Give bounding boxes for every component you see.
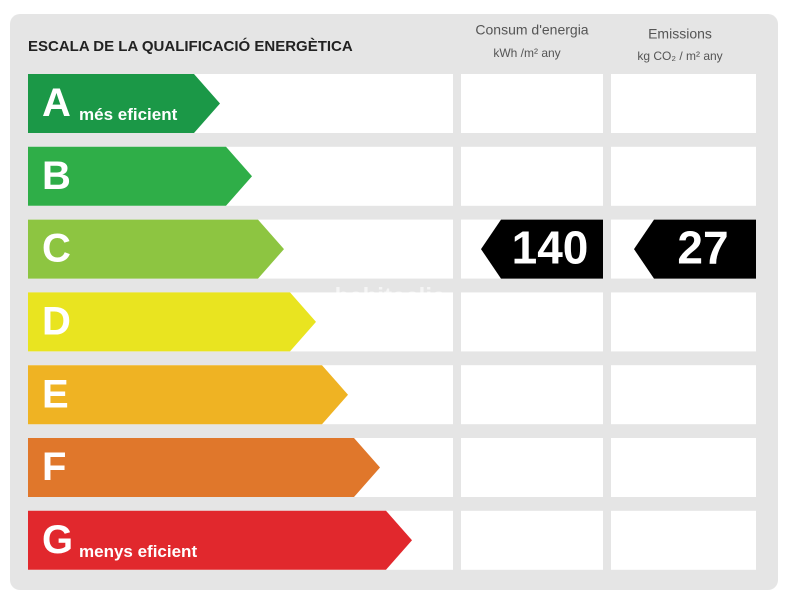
class-letter: F (42, 445, 66, 489)
column-title: Emissions (648, 26, 712, 42)
cell-bg (461, 74, 603, 133)
value-badge (634, 219, 756, 279)
class-arrow (28, 292, 316, 352)
cell-bg (611, 365, 756, 425)
class-label: menys eficient (79, 542, 197, 561)
class-arrow (28, 510, 412, 570)
column-unit: kg CO₂ / m² any (637, 49, 722, 63)
class-label: més eficient (79, 105, 178, 124)
class-arrow (28, 74, 220, 133)
value-text: 140 (512, 221, 589, 273)
class-arrow (28, 146, 252, 206)
cell-bg (461, 146, 603, 206)
class-letter: G (42, 518, 73, 562)
class-letter: E (42, 372, 69, 416)
class-letter: B (42, 154, 71, 198)
cell-bg (611, 292, 756, 352)
cell-bg (461, 510, 603, 570)
column-title: Consum d'energia (475, 22, 588, 38)
title: ESCALA DE LA QUALIFICACIÓ ENERGÈTICA (28, 37, 353, 55)
cell-bg (461, 292, 603, 352)
class-arrow (28, 365, 348, 425)
cell-bg (461, 365, 603, 425)
cell-bg (611, 438, 756, 497)
class-letter: A (42, 81, 71, 125)
class-letter: D (42, 299, 71, 343)
class-arrow (28, 219, 284, 279)
class-letter: C (42, 227, 71, 271)
cell-bg (461, 438, 603, 497)
class-arrow (28, 438, 380, 497)
watermark: habitaclia (335, 283, 446, 310)
value-badge (481, 219, 603, 279)
cell-bg (611, 510, 756, 570)
cell-bg (611, 146, 756, 206)
column-unit: kWh /m² any (493, 46, 560, 60)
cell-bg (611, 74, 756, 133)
value-text: 27 (677, 221, 728, 273)
